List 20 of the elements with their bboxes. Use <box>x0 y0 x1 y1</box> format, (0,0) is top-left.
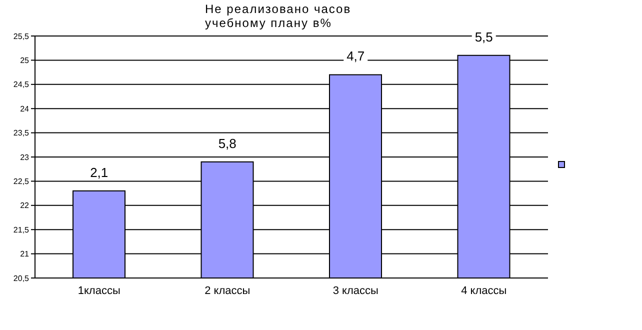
x-tick-label: 2 классы <box>204 284 250 297</box>
x-tick-label: 1классы <box>78 284 120 297</box>
y-tick-label: 25,5 <box>13 32 30 41</box>
y-tick-label: 22,5 <box>13 177 30 186</box>
y-tick-label: 21 <box>20 250 30 259</box>
y-tick-label: 23,5 <box>13 128 30 138</box>
y-tick-label: 23 <box>20 152 30 162</box>
y-tick-label: 24,5 <box>13 80 30 90</box>
y-tick-label: 21,5 <box>13 225 30 234</box>
chart-title: Не реализовано часов учебному плану в% <box>205 2 352 30</box>
y-tick-label: 20,5 <box>13 274 30 283</box>
x-tick-label: 3 классы <box>332 284 378 297</box>
annotation: 5,5 <box>474 29 493 44</box>
y-tick-label: 22 <box>20 201 30 210</box>
annotation: 5,8 <box>218 136 236 151</box>
y-tick-label: 24 <box>20 104 30 114</box>
x-tick-label: 4 классы <box>461 284 507 297</box>
annotation: 2,1 <box>90 164 108 180</box>
annotation: 4,7 <box>346 48 365 64</box>
y-tick-label: 25 <box>20 56 30 66</box>
